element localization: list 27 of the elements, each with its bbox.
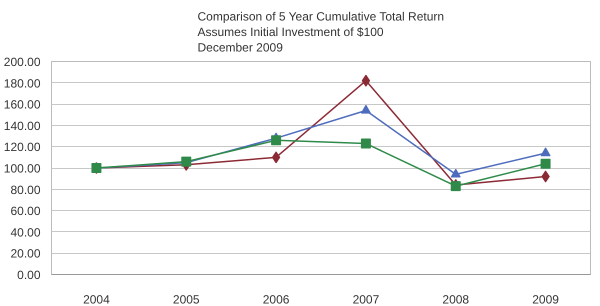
- y-tick-label: 40.00: [10, 225, 41, 240]
- y-tick-label: 160.00: [4, 98, 41, 112]
- y-tick-label: 140.00: [4, 118, 41, 133]
- x-tick-label: 2005: [172, 292, 200, 306]
- y-tick-label: 180.00: [4, 76, 41, 90]
- x-tick-label: 2006: [262, 292, 290, 306]
- point: [362, 74, 370, 87]
- y-tick-label: 20.00: [10, 246, 41, 261]
- y-tick-label: 120.00: [4, 140, 41, 154]
- x-tick-label: 2004: [83, 292, 110, 306]
- y-tick-label: 80.00: [10, 182, 41, 197]
- point: [541, 170, 550, 183]
- point: [271, 135, 282, 146]
- x-tick-label: 2008: [442, 292, 470, 306]
- point: [360, 138, 371, 149]
- point: [272, 151, 280, 164]
- point: [540, 147, 551, 156]
- point: [450, 168, 461, 178]
- chart-title: Comparison of 5 Year Cumulative Total Return Assumes Initial Investment of $100 December 2009: [197, 10, 444, 54]
- y-tick-label: 200.00: [4, 55, 41, 69]
- point: [540, 158, 551, 169]
- x-tick-label: 2007: [352, 292, 380, 306]
- y-tick-label: 100.00: [4, 162, 41, 176]
- x-tick-label: 2009: [532, 292, 560, 306]
- point: [360, 104, 371, 114]
- y-tick-label: 60.00: [10, 204, 41, 218]
- y-tick-label: 0.00: [17, 268, 41, 282]
